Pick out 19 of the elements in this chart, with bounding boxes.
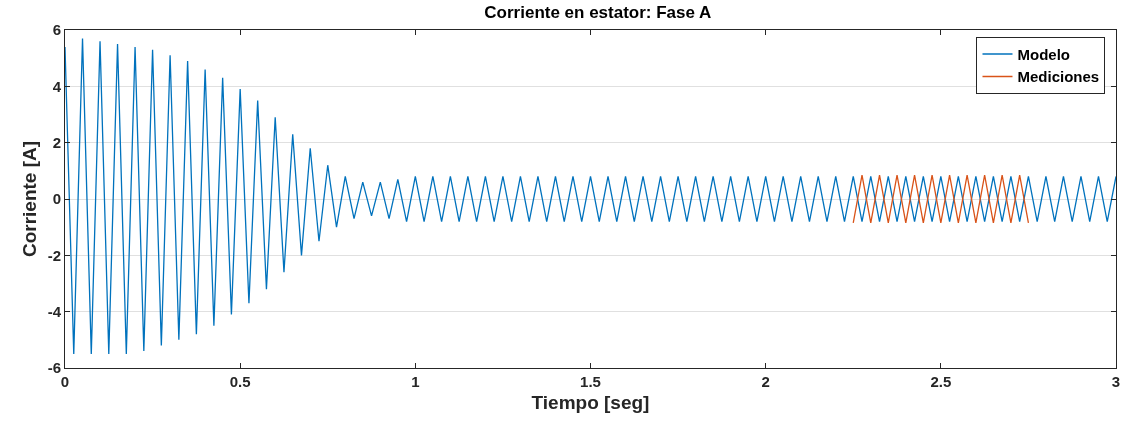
x-tick-label: 2	[761, 373, 770, 390]
y-tick-label: 2	[52, 133, 61, 151]
legend-label: Modelo	[1017, 45, 1070, 63]
y-tick-label: 4	[52, 77, 62, 95]
x-tick-label: 3	[1111, 373, 1121, 390]
x-tick-label: 2.5	[930, 373, 952, 390]
line-series	[65, 37, 1116, 355]
y-tick-label: 6	[52, 21, 61, 39]
chart-title: Corriente en estator: Fase A	[484, 3, 712, 23]
y-tick-label: -6	[47, 359, 61, 377]
x-axis-title: Tiempo [seg]	[531, 391, 650, 413]
y-tick-label: 0	[52, 190, 61, 208]
x-tick-label: 0.5	[229, 373, 251, 390]
legend-label: Mediciones	[1017, 68, 1100, 86]
y-tick-label: -4	[47, 302, 62, 320]
y-axis-title: Corriente [A]	[18, 140, 40, 258]
y-tick-label: -2	[47, 246, 61, 264]
x-tick-label: 1.5	[580, 373, 601, 390]
x-tick-label: 1	[411, 373, 420, 390]
